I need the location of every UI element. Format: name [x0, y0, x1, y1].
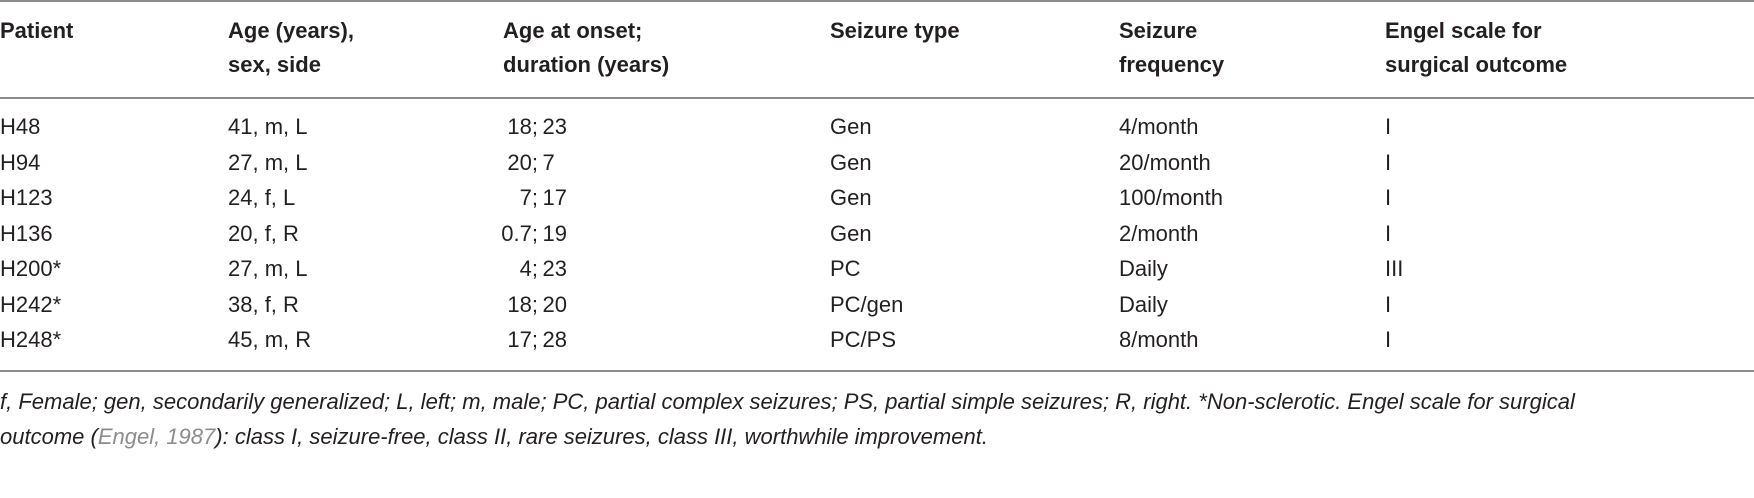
cell-age-sex-side: 27, m, L: [228, 256, 308, 281]
cell-seizure-frequency: 4/month: [1119, 114, 1199, 139]
cell-engel-scale: III: [1385, 256, 1404, 281]
cell-patient: H94: [0, 149, 41, 175]
citation-link[interactable]: Engel, 1987: [97, 424, 216, 449]
cell-engel-scale: I: [1385, 220, 1392, 246]
cell-duration: 23: [542, 256, 567, 281]
cell-engel-scale: I: [1385, 149, 1392, 175]
header-age-sex-side: Age (years), sex, side: [228, 18, 354, 77]
cell-onset-duration: 17; 28: [480, 322, 567, 357]
cell-duration: 23: [542, 114, 567, 139]
cell-patient: H48: [0, 114, 41, 139]
header-divider-rule: [0, 97, 1754, 99]
cell-onset: 20;: [507, 149, 538, 175]
cell-duration: 20: [542, 291, 567, 317]
cell-age-sex-side: 20, f, R: [228, 220, 299, 246]
cell-engel-scale: I: [1385, 114, 1392, 139]
cell-seizure-type: Gen: [830, 114, 872, 139]
header-onset-duration: Age at onset; duration (years): [503, 18, 670, 77]
cell-seizure-type: Gen: [830, 185, 872, 210]
cell-onset: 17;: [507, 327, 538, 352]
footnote-line-2: outcome (Engel, 1987): class I, seizure-…: [0, 424, 988, 449]
cell-patient: H136: [0, 220, 53, 246]
table-bottom-rule: [0, 370, 1754, 372]
table-body: H48 41, m, L 18; 23 Gen 4/month I H94 27, m, L 2…: [0, 109, 1754, 358]
cell-patient: H242*: [0, 291, 62, 317]
cell-age-sex-side: 41, m, L: [228, 114, 308, 139]
table-row: H242* 38, f, R 18; 20 PC/gen Daily I: [0, 287, 1754, 323]
cell-onset: 0.7;: [501, 220, 538, 246]
cell-onset: 4;: [519, 256, 538, 281]
table-row: H248* 45, m, R 17; 28 PC/PS 8/month I: [0, 322, 1754, 358]
cell-age-sex-side: 38, f, R: [228, 291, 299, 317]
table-row: H123 24, f, L 7; 17 Gen 100/month I: [0, 180, 1754, 216]
cell-seizure-frequency: 100/month: [1119, 185, 1223, 210]
cell-onset: 18;: [507, 114, 538, 139]
cell-age-sex-side: 45, m, R: [228, 327, 312, 352]
header-seizure-type: Seizure type: [830, 18, 960, 43]
table-row: H200* 27, m, L 4; 23 PC Daily III: [0, 251, 1754, 287]
header-engel-scale: Engel scale for surgical outcome: [1385, 18, 1568, 77]
cell-onset-duration: 4; 23: [480, 251, 567, 286]
cell-seizure-frequency: Daily: [1119, 256, 1168, 281]
cell-age-sex-side: 27, m, L: [228, 149, 308, 175]
header-patient: Patient: [0, 18, 74, 43]
cell-duration: 17: [542, 185, 567, 210]
table-row: H94 27, m, L 20; 7 Gen 20/month I: [0, 145, 1754, 181]
cell-engel-scale: I: [1385, 185, 1392, 210]
cell-seizure-frequency: 8/month: [1119, 327, 1199, 352]
cell-age-sex-side: 24, f, L: [228, 185, 296, 210]
cell-duration: 19: [542, 220, 567, 246]
cell-patient: H248*: [0, 327, 62, 352]
table-top-rule: [0, 0, 1754, 2]
cell-engel-scale: I: [1385, 327, 1392, 352]
cell-engel-scale: I: [1385, 291, 1392, 317]
table-row: H48 41, m, L 18; 23 Gen 4/month I: [0, 109, 1754, 145]
cell-seizure-type: PC/gen: [830, 291, 904, 317]
cell-onset-duration: 20; 7: [480, 145, 555, 180]
cell-onset-duration: 0.7; 19: [480, 216, 567, 251]
cell-seizure-type: PC: [830, 256, 861, 281]
cell-patient: H123: [0, 185, 53, 210]
cell-onset-duration: 18; 20: [480, 287, 567, 322]
cell-seizure-type: Gen: [830, 220, 872, 246]
header-seizure-frequency: Seizure frequency: [1119, 18, 1225, 77]
cell-seizure-type: Gen: [830, 149, 872, 175]
cell-seizure-type: PC/PS: [830, 327, 897, 352]
footnote-line-1: f, Female; gen, secondarily generalized;…: [0, 389, 1575, 414]
cell-seizure-frequency: 2/month: [1119, 220, 1199, 246]
cell-seizure-frequency: 20/month: [1119, 149, 1211, 175]
cell-patient: H200*: [0, 256, 62, 281]
cell-duration: 28: [542, 327, 567, 352]
cell-seizure-frequency: Daily: [1119, 291, 1168, 317]
cell-onset: 7;: [519, 185, 538, 210]
cell-onset: 18;: [507, 291, 538, 317]
cell-onset-duration: 18; 23: [480, 109, 567, 144]
table-footnote: f, Female; gen, secondarily generalized;…: [0, 384, 1754, 454]
table-row: H136 20, f, R 0.7; 19 Gen 2/month I: [0, 216, 1754, 252]
cell-onset-duration: 7; 17: [480, 180, 567, 215]
cell-duration: 7: [542, 149, 555, 175]
